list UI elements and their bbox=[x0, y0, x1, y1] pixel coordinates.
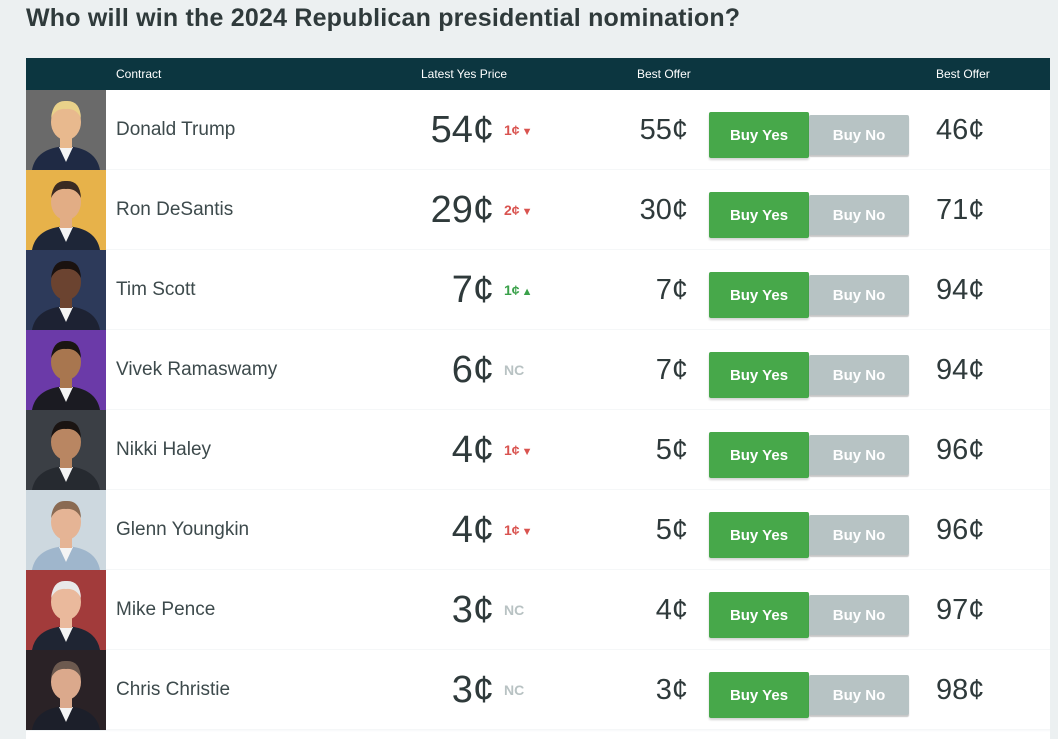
buy-no-button[interactable]: Buy No bbox=[809, 355, 909, 395]
price-change: 1¢ ▼ bbox=[504, 410, 532, 492]
candidate-photo bbox=[26, 490, 106, 570]
arrow-up-icon: ▲ bbox=[521, 286, 533, 298]
buy-yes-button[interactable]: Buy Yes bbox=[709, 672, 809, 718]
candidate-photo bbox=[26, 250, 106, 330]
table-row: Glenn Youngkin 4¢ 1¢ ▼ 5¢ Buy Yes Buy No 96¢ bbox=[26, 490, 1050, 572]
latest-yes-price: 4¢ bbox=[451, 429, 494, 471]
price-change: NC bbox=[504, 570, 524, 650]
buy-no-button[interactable]: Buy No bbox=[809, 515, 909, 555]
buy-yes-button[interactable]: Buy Yes bbox=[709, 352, 809, 398]
arrow-down-icon: ▼ bbox=[521, 126, 533, 138]
price-change: 1¢ ▲ bbox=[504, 250, 532, 332]
candidate-name[interactable]: Tim Scott bbox=[116, 279, 196, 300]
table-row: Nikki Haley 4¢ 1¢ ▼ 5¢ Buy Yes Buy No 96¢ bbox=[26, 410, 1050, 492]
price-change: NC bbox=[504, 330, 524, 410]
latest-yes-price: 6¢ bbox=[451, 349, 494, 391]
price-change-value: NC bbox=[504, 602, 525, 618]
candidate-photo bbox=[26, 170, 106, 250]
best-offer-no: 97¢ bbox=[936, 594, 985, 626]
column-header-best-offer-yes: Best Offer bbox=[637, 67, 691, 81]
buy-no-button[interactable]: Buy No bbox=[809, 275, 909, 315]
price-change-value: 1¢ bbox=[504, 522, 520, 538]
best-offer-no: 94¢ bbox=[936, 354, 985, 386]
buy-no-button[interactable]: Buy No bbox=[809, 195, 909, 235]
price-change: 2¢ ▼ bbox=[504, 170, 532, 252]
price-change-value: 2¢ bbox=[504, 202, 520, 218]
arrow-down-icon: ▼ bbox=[521, 206, 533, 218]
table-row: Donald Trump 54¢ 1¢ ▼ 55¢ Buy Yes Buy No 46¢ bbox=[26, 90, 1050, 172]
buy-no-button[interactable]: Buy No bbox=[809, 595, 909, 635]
latest-yes-price: 54¢ bbox=[430, 109, 494, 151]
best-offer-yes: 5¢ bbox=[655, 434, 688, 466]
buy-yes-button[interactable]: Buy Yes bbox=[709, 192, 809, 238]
price-change: 1¢ ▼ bbox=[504, 490, 532, 572]
price-change: NC bbox=[504, 650, 524, 730]
price-change-value: 1¢ bbox=[504, 122, 520, 138]
table-row: Mike Pence 3¢ NC 4¢ Buy Yes Buy No 97¢ bbox=[26, 570, 1050, 652]
price-change: 1¢ ▼ bbox=[504, 90, 532, 172]
column-header-latest-yes-price: Latest Yes Price bbox=[421, 67, 508, 81]
latest-yes-price: 29¢ bbox=[430, 189, 494, 231]
best-offer-yes: 3¢ bbox=[655, 674, 688, 706]
buy-no-button[interactable]: Buy No bbox=[809, 435, 909, 475]
best-offer-yes: 30¢ bbox=[639, 194, 688, 226]
table-row: Chris Christie 3¢ NC 3¢ Buy Yes Buy No 98¢ bbox=[26, 650, 1050, 732]
latest-yes-price: 3¢ bbox=[451, 589, 494, 631]
best-offer-yes: 7¢ bbox=[655, 354, 688, 386]
table-row: Tim Scott 7¢ 1¢ ▲ 7¢ Buy Yes Buy No 94¢ bbox=[26, 250, 1050, 332]
candidate-photo bbox=[26, 90, 106, 170]
buy-yes-button[interactable]: Buy Yes bbox=[709, 432, 809, 478]
best-offer-no: 46¢ bbox=[936, 114, 985, 146]
latest-yes-price: 4¢ bbox=[451, 509, 494, 551]
candidate-photo bbox=[26, 330, 106, 410]
buy-no-button[interactable]: Buy No bbox=[809, 115, 909, 155]
page-title: Who will win the 2024 Republican preside… bbox=[26, 4, 741, 32]
buy-yes-button[interactable]: Buy Yes bbox=[709, 272, 809, 318]
candidate-name[interactable]: Nikki Haley bbox=[116, 439, 212, 460]
best-offer-no: 71¢ bbox=[936, 194, 985, 226]
contracts-table: Contract Latest Yes Price Best Offer Bes… bbox=[26, 58, 1050, 739]
buy-no-button[interactable]: Buy No bbox=[809, 675, 909, 715]
candidate-name[interactable]: Glenn Youngkin bbox=[116, 519, 250, 540]
candidate-name[interactable]: Vivek Ramaswamy bbox=[116, 359, 278, 380]
best-offer-yes: 55¢ bbox=[639, 114, 688, 146]
table-row: Vivek Ramaswamy 6¢ NC 7¢ Buy Yes Buy No 94¢ bbox=[26, 330, 1050, 412]
table-row: Ron DeSantis 29¢ 2¢ ▼ 30¢ Buy Yes Buy No 71¢ bbox=[26, 170, 1050, 252]
best-offer-yes: 4¢ bbox=[655, 594, 688, 626]
price-change-value: 1¢ bbox=[504, 442, 520, 458]
best-offer-yes: 5¢ bbox=[655, 514, 688, 546]
latest-yes-price: 3¢ bbox=[451, 669, 494, 711]
table-header: Contract Latest Yes Price Best Offer Bes… bbox=[26, 58, 1050, 90]
candidate-name[interactable]: Donald Trump bbox=[116, 119, 236, 140]
candidate-photo bbox=[26, 410, 106, 490]
arrow-down-icon: ▼ bbox=[521, 446, 533, 458]
price-change-value: 1¢ bbox=[504, 282, 520, 298]
best-offer-no: 96¢ bbox=[936, 434, 985, 466]
candidate-name[interactable]: Mike Pence bbox=[116, 599, 216, 620]
candidate-photo bbox=[26, 650, 106, 730]
best-offer-no: 94¢ bbox=[936, 274, 985, 306]
best-offer-no: 96¢ bbox=[936, 514, 985, 546]
candidate-photo bbox=[26, 570, 106, 650]
best-offer-yes: 7¢ bbox=[655, 274, 688, 306]
buy-yes-button[interactable]: Buy Yes bbox=[709, 512, 809, 558]
latest-yes-price: 7¢ bbox=[451, 269, 494, 311]
buy-yes-button[interactable]: Buy Yes bbox=[709, 112, 809, 158]
column-header-best-offer-no: Best Offer bbox=[936, 67, 990, 81]
arrow-down-icon: ▼ bbox=[521, 526, 533, 538]
buy-yes-button[interactable]: Buy Yes bbox=[709, 592, 809, 638]
column-header-contract: Contract bbox=[116, 67, 162, 81]
best-offer-no: 98¢ bbox=[936, 674, 985, 706]
price-change-value: NC bbox=[504, 362, 525, 378]
candidate-name[interactable]: Chris Christie bbox=[116, 679, 231, 700]
candidate-name[interactable]: Ron DeSantis bbox=[116, 199, 234, 220]
price-change-value: NC bbox=[504, 682, 525, 698]
